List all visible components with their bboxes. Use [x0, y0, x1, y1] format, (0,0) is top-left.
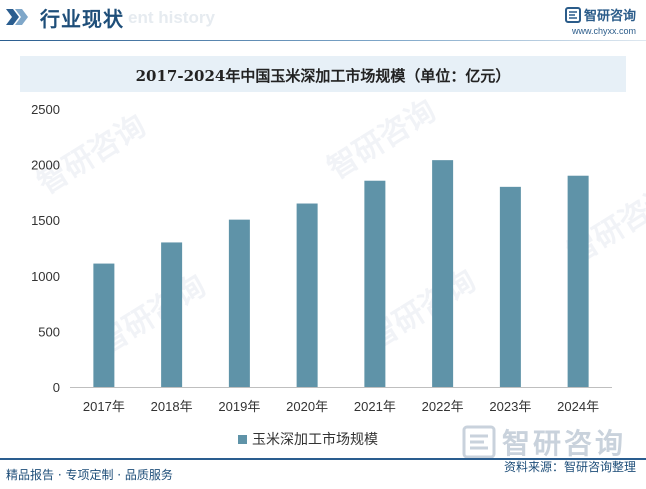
bottom-brand-watermark: 智研咨询: [462, 422, 626, 462]
x-tick-label: 2023年: [489, 399, 531, 414]
brand-name: 智研咨询: [583, 9, 636, 24]
x-tick-label: 2022年: [422, 399, 464, 414]
chart-title-box: 2017-2024年中国玉米深加工市场规模（单位：亿元）: [20, 56, 626, 92]
x-tick-label: 2019年: [218, 399, 260, 414]
y-tick-label: 2000: [31, 158, 60, 173]
bar: [296, 203, 318, 387]
x-tick-label: 2021年: [354, 399, 396, 414]
x-tick-label: 2018年: [151, 399, 193, 414]
brand-url[interactable]: www.chyxx.com: [571, 26, 636, 36]
bottom-brand-name: 智研咨询: [502, 427, 627, 460]
legend-label: 玉米深加工市场规模: [252, 432, 378, 448]
brand-logo-icon: [462, 425, 496, 459]
y-tick-label: 2500: [31, 102, 60, 117]
header-background-text: ent history: [128, 8, 215, 27]
bar: [567, 175, 589, 387]
bar: [432, 160, 454, 387]
header-divider: [0, 40, 646, 41]
footer: 精品报告 · 专项定制 · 品质服务 资料来源：智研咨询整理: [0, 458, 646, 489]
y-tick-label: 1000: [31, 269, 60, 284]
y-tick-label: 1500: [31, 213, 60, 228]
y-tick-label: 0: [53, 380, 60, 395]
bar: [499, 186, 521, 387]
footer-slogan: 精品报告 · 专项定制 · 品质服务: [6, 468, 173, 482]
bar: [161, 242, 183, 387]
bar: [364, 180, 386, 387]
bar: [228, 219, 250, 387]
x-tick-label: 2020年: [286, 399, 328, 414]
y-tick-label: 500: [38, 324, 60, 339]
footer-divider: [0, 458, 646, 460]
legend-swatch: [238, 434, 247, 444]
source-note: 资料来源：智研咨询整理: [503, 460, 636, 474]
section-title: 行业现状: [40, 7, 124, 31]
double-chevron-icon: [6, 9, 28, 25]
x-tick-label: 2017年: [83, 399, 125, 414]
chart-title: 2017-2024年中国玉米深加工市场规模（单位：亿元）: [135, 67, 511, 85]
legend: 玉米深加工市场规模: [238, 429, 378, 449]
x-tick-label: 2024年: [557, 399, 599, 414]
brand-logo-icon: [564, 6, 581, 23]
bar: [93, 263, 115, 387]
header: ent history 行业现状 智研咨询 www.chyxx.com: [0, 0, 646, 44]
brand-block: 智研咨询 www.chyxx.com: [564, 5, 636, 36]
